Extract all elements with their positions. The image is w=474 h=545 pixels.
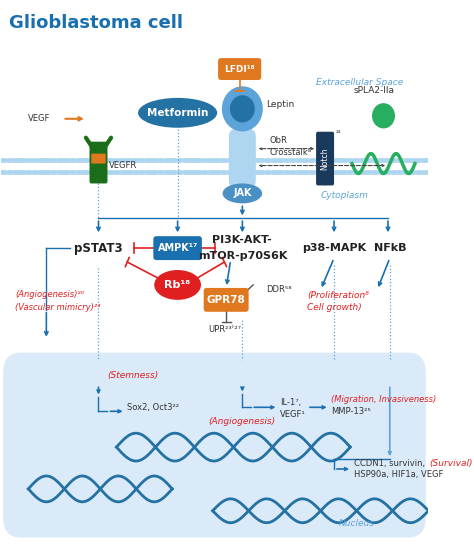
Text: p38-MAPK: p38-MAPK: [302, 243, 366, 253]
Text: Nucleus: Nucleus: [338, 519, 374, 528]
FancyBboxPatch shape: [316, 132, 334, 185]
Circle shape: [223, 87, 262, 131]
FancyBboxPatch shape: [3, 353, 426, 537]
FancyBboxPatch shape: [218, 58, 261, 80]
Text: VEGF: VEGF: [28, 114, 51, 123]
FancyBboxPatch shape: [229, 129, 256, 189]
Text: Extracellular Space: Extracellular Space: [316, 78, 403, 87]
Text: UPR²³ʾ²⁷: UPR²³ʾ²⁷: [208, 325, 241, 334]
Text: GPR78: GPR78: [207, 295, 246, 305]
Text: VEGF¹: VEGF¹: [280, 410, 306, 419]
Text: Glioblastoma cell: Glioblastoma cell: [9, 14, 182, 32]
FancyBboxPatch shape: [235, 160, 249, 191]
Text: Cytoplasm: Cytoplasm: [320, 191, 368, 200]
Text: mTOR-p70S6K: mTOR-p70S6K: [198, 251, 287, 261]
Text: (Angiogenesis)²⁰: (Angiogenesis)²⁰: [15, 290, 84, 299]
Text: AMPK¹⁷: AMPK¹⁷: [157, 243, 198, 253]
Text: Sox2, Oct3²²: Sox2, Oct3²²: [127, 403, 179, 412]
FancyBboxPatch shape: [90, 142, 108, 184]
Text: (Angiogenesis): (Angiogenesis): [209, 417, 276, 426]
Text: (Survival): (Survival): [429, 458, 473, 468]
FancyBboxPatch shape: [204, 288, 249, 312]
Text: MMP-13²⁵: MMP-13²⁵: [331, 407, 371, 416]
Text: ObR: ObR: [269, 136, 287, 145]
Text: (Proliferation⁸: (Proliferation⁸: [307, 292, 369, 300]
Text: NFkB: NFkB: [374, 243, 406, 253]
Text: IL-1⁷,: IL-1⁷,: [280, 398, 301, 407]
Ellipse shape: [154, 270, 201, 300]
Text: PI3K-AKT-: PI3K-AKT-: [212, 235, 272, 245]
Text: VEGFR: VEGFR: [109, 161, 137, 170]
Text: Leptin: Leptin: [266, 100, 295, 110]
Circle shape: [373, 104, 394, 128]
Text: (Migration, Invasiveness): (Migration, Invasiveness): [331, 395, 437, 404]
Text: Crosstalk⁸: Crosstalk⁸: [269, 148, 311, 157]
Text: (Stemness): (Stemness): [108, 371, 159, 380]
Text: (Vascular mimicry)²³: (Vascular mimicry)²³: [15, 304, 100, 312]
Text: DDR⁵⁸: DDR⁵⁸: [266, 286, 292, 294]
Ellipse shape: [223, 184, 262, 203]
Text: Notch: Notch: [320, 147, 329, 170]
Text: JAK: JAK: [233, 189, 252, 198]
Text: ²⁴: ²⁴: [336, 131, 341, 137]
FancyBboxPatch shape: [91, 154, 106, 164]
Text: Metformin: Metformin: [147, 108, 208, 118]
Text: Cell growth): Cell growth): [307, 304, 362, 312]
Ellipse shape: [138, 98, 217, 128]
Text: Rb¹⁸: Rb¹⁸: [164, 280, 191, 290]
Text: CCDN1, survivin,: CCDN1, survivin,: [354, 458, 425, 468]
Text: HSP90a, HIF1a, VEGF: HSP90a, HIF1a, VEGF: [354, 470, 443, 480]
Circle shape: [231, 96, 254, 122]
Text: sPLA2-IIa: sPLA2-IIa: [354, 87, 395, 95]
FancyBboxPatch shape: [153, 236, 202, 260]
Text: pSTAT3: pSTAT3: [74, 241, 123, 255]
Text: LFDI¹⁸: LFDI¹⁸: [224, 64, 255, 74]
